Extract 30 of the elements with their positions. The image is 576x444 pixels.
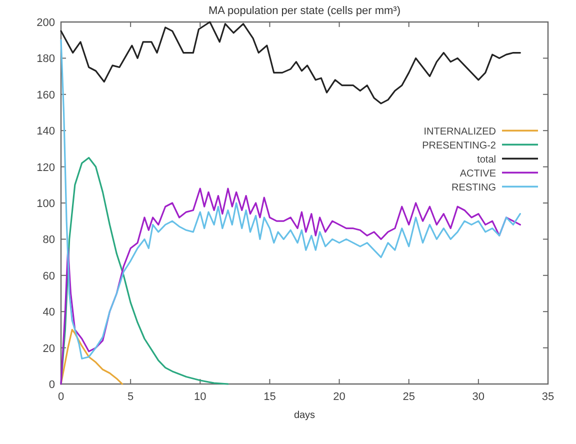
y-tick-label: 20 [42,342,55,355]
line-series [60,328,124,385]
x-tick-label: 20 [333,391,346,403]
x-tick-label: 30 [472,391,485,403]
y-tick-label: 60 [42,270,55,282]
y-tick-label: 180 [36,53,55,66]
legend-label: ACTIVE [460,168,496,180]
line-series [60,21,521,104]
chart-title: MA population per state (cells per mm³) [208,5,400,17]
y-tick-label: 80 [42,234,55,246]
line-series [60,156,229,385]
legend-label: PRESENTING-2 [422,140,496,152]
x-tick-label: 15 [264,391,276,403]
x-tick-label: 0 [58,391,64,403]
y-tick-label: 160 [36,89,55,102]
y-tick-label: 200 [36,17,55,29]
legend-label: INTERNALIZED [424,126,496,138]
y-tick-label: 120 [36,162,55,174]
y-tick-label: 140 [36,126,55,138]
x-tick-label: 5 [128,391,134,403]
legend-label: RESTING [452,182,496,194]
y-tick-label: 40 [42,306,55,319]
x-tick-label: 10 [194,391,206,403]
x-tick-label: 25 [402,391,415,403]
y-tick-label: 100 [36,198,55,210]
line-series [60,39,521,360]
x-axis-title: days [294,410,316,421]
x-tick-label: 35 [542,391,554,403]
legend-label: total [477,154,496,166]
y-tick-label: 0 [48,379,55,391]
